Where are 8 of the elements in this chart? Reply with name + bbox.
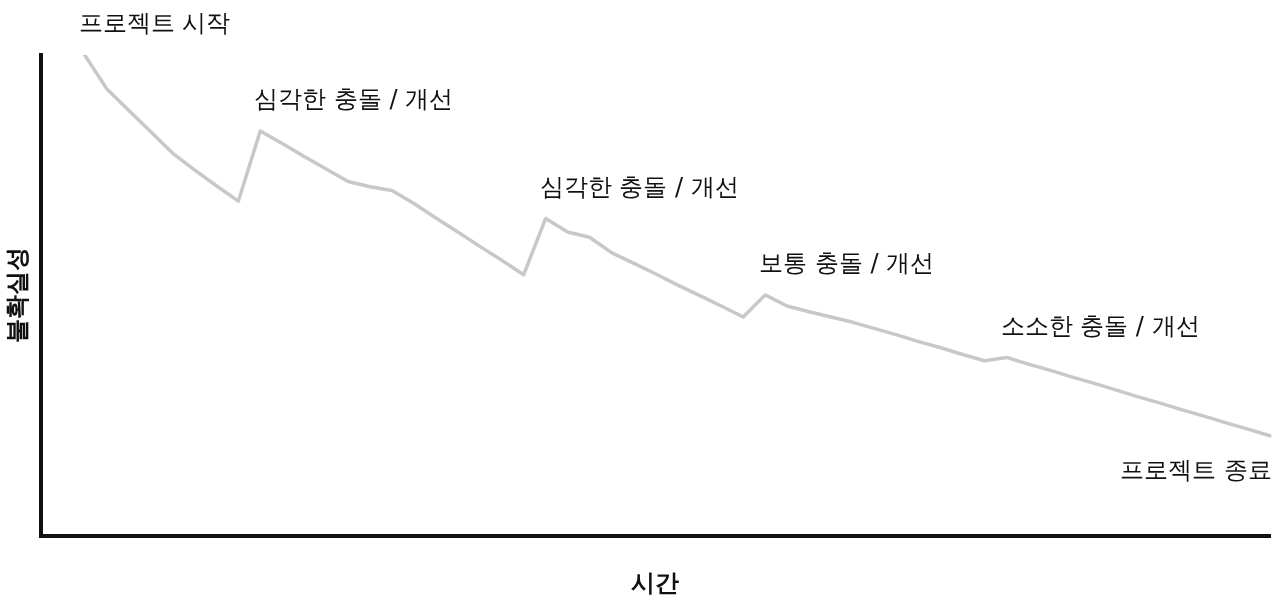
text: 프로젝트 시작 xyxy=(78,9,231,38)
annotation: 심각한 충돌 / 개선 xyxy=(254,85,454,114)
annotation: 프로젝트 종료 xyxy=(1120,456,1272,485)
x-axis-title: 시간 xyxy=(631,568,680,597)
y-axis-title: 불확실성 xyxy=(2,247,31,344)
annotation: 보통 충돌 / 개선 xyxy=(759,249,935,278)
annotation: 심각한 충돌 / 개선 xyxy=(539,172,739,201)
annotation: 소소한 충돌 / 개선 xyxy=(1000,311,1200,340)
